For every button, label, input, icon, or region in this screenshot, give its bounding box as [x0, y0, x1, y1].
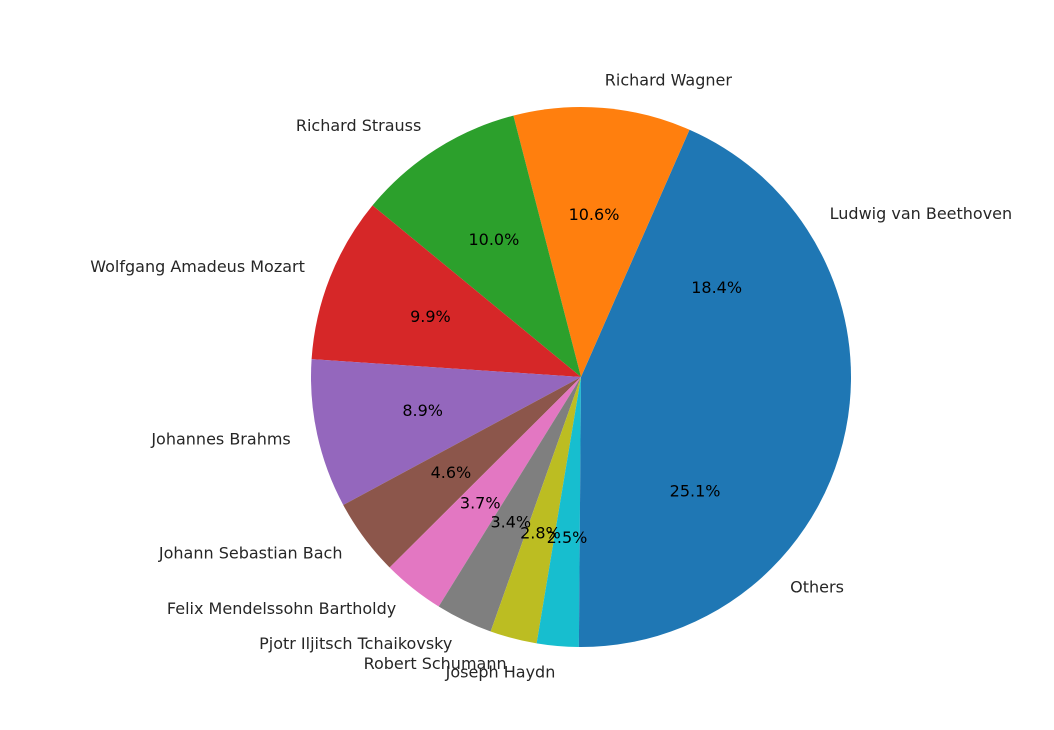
pie-percent-robert-schumann: 2.8% [520, 523, 561, 542]
pie-slice-johannes-brahms [311, 359, 581, 505]
pie-slice-felix-mendelssohn-bartholdy [389, 377, 581, 607]
pie-label-richard-strauss: Richard Strauss [296, 116, 421, 135]
pie-percent-johann-sebastian-bach: 4.6% [431, 463, 472, 482]
pie-percent-others: 25.1% [670, 482, 721, 501]
pie-slice-wolfgang-amadeus-mozart [311, 205, 581, 377]
pie-label-ludwig-van-beethoven: Ludwig van Beethoven [830, 204, 1013, 223]
pie-slice-ludwig-van-beethoven [581, 129, 851, 377]
pie-percent-joseph-haydn: 2.5% [547, 528, 588, 547]
pie-label-pjotr-iljitsch-tchaikovsky: Pjotr Iljitsch Tchaikovsky [259, 634, 452, 653]
pie-label-johannes-brahms: Johannes Brahms [150, 430, 290, 449]
pie-slice-others [578, 377, 851, 647]
pie-slice-robert-schumann [490, 377, 581, 644]
pie-label-felix-mendelssohn-bartholdy: Felix Mendelssohn Bartholdy [167, 599, 396, 618]
pie-label-joseph-haydn: Joseph Haydn [445, 662, 556, 681]
pie-label-wolfgang-amadeus-mozart: Wolfgang Amadeus Mozart [90, 257, 305, 276]
pie-labels: Ludwig van Beethoven 18.4% Richard Wagner 1… [90, 70, 1012, 681]
pie-percent-wolfgang-amadeus-mozart: 9.9% [410, 307, 451, 326]
pie-slice-pjotr-iljitsch-tchaikovsky [438, 377, 581, 632]
pie-slice-joseph-haydn [536, 377, 581, 647]
pie-label-johann-sebastian-bach: Johann Sebastian Bach [158, 543, 343, 562]
pie-label-robert-schumann: Robert Schumann [364, 654, 507, 673]
pie-label-richard-wagner: Richard Wagner [605, 70, 733, 89]
pie-percent-pjotr-iljitsch-tchaikovsky: 3.4% [490, 513, 531, 532]
pie-slices [311, 107, 851, 647]
pie-percent-felix-mendelssohn-bartholdy: 3.7% [460, 493, 501, 512]
pie-label-others: Others [790, 577, 844, 596]
pie-percent-johannes-brahms: 8.9% [402, 401, 443, 420]
pie-percent-richard-wagner: 10.6% [569, 205, 620, 224]
pie-slice-richard-wagner [513, 107, 690, 377]
pie-percent-ludwig-van-beethoven: 18.4% [691, 278, 742, 297]
pie-slice-johann-sebastian-bach [343, 377, 581, 568]
pie-percent-richard-strauss: 10.0% [468, 230, 519, 249]
pie-slice-richard-strauss [372, 115, 581, 378]
